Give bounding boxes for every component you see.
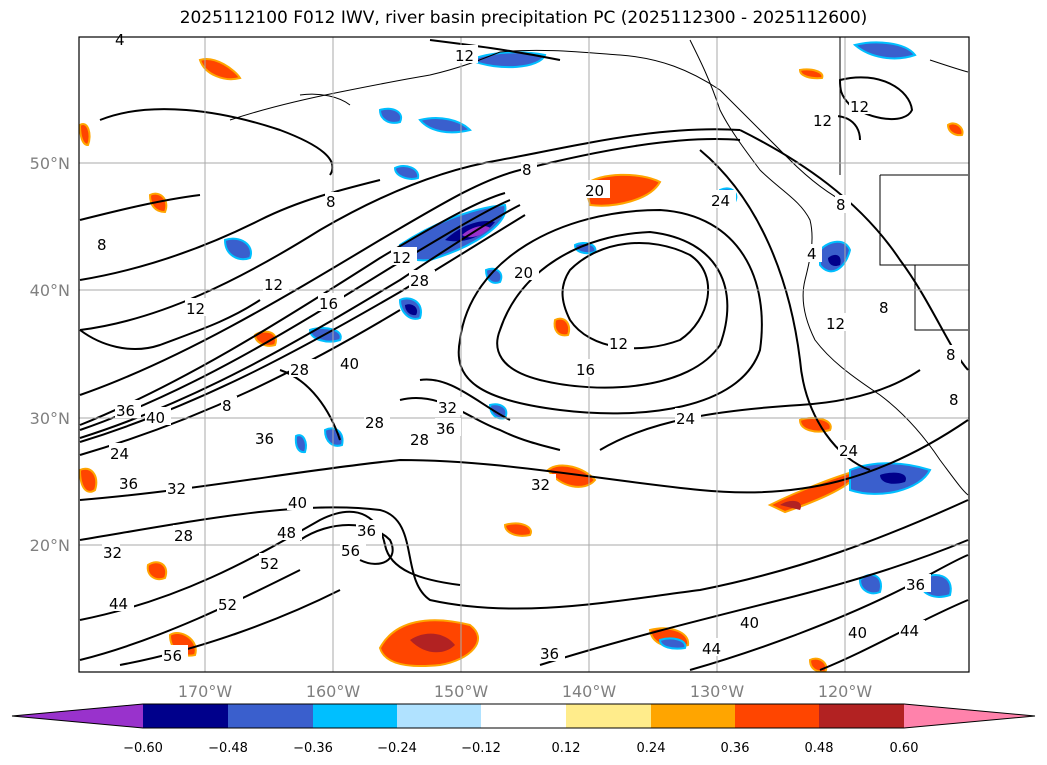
colorbar-extend-high [904,704,1035,728]
contour-label: 28 [410,272,429,290]
contour-label: 24 [839,442,858,460]
lon-label-160w: 160°W [306,682,361,701]
colorbar-tick-label: 0.12 [552,741,581,756]
contour-label: 12 [186,300,205,318]
colorbar-segment [566,704,651,728]
contour-label: 4 [807,245,817,263]
contour-label: 8 [836,196,846,214]
contour-label: 8 [949,391,959,409]
contour-label: 52 [218,596,237,614]
colorbar-tick-label: −0.60 [123,741,163,756]
contour-label: 32 [167,480,186,498]
plot-frame [78,36,970,673]
lat-label-40n: 40°N [30,281,70,300]
colorbar-segment [819,704,904,728]
contour-label: 16 [319,295,338,313]
contour-label: 32 [531,476,550,494]
contour-label: 12 [813,112,832,130]
contour-label: 28 [410,431,429,449]
contour-label: 12 [264,276,283,294]
contour-label: 8 [326,193,336,211]
lon-label-120w: 120°W [818,682,873,701]
contour-label: 36 [119,475,138,493]
contour-label: 12 [455,47,474,65]
colorbar-outline [11,703,1036,729]
colorbar-tick-label: 0.36 [721,741,750,756]
contour-label: 24 [110,445,129,463]
contour-label: 28 [365,414,384,432]
contour-label: 40 [146,409,165,427]
lat-label-30n: 30°N [30,409,70,428]
colorbar-tick-label: 0.48 [805,741,834,756]
contour-label: 8 [879,299,889,317]
lon-label-170w: 170°W [178,682,233,701]
contour-label: 40 [288,494,307,512]
contour-label: 36 [540,645,559,663]
contour-label: 52 [260,555,279,573]
contour-label: 48 [277,524,296,542]
colorbar: −0.60 −0.48 −0.36 −0.24 −0.12 0.12 0.24 … [11,703,1036,756]
contour-label: 8 [522,161,532,179]
contour-label: 36 [357,522,376,540]
colorbar-segment [228,704,313,728]
lat-label-50n: 50°N [30,154,70,173]
contour-label: 36 [436,420,455,438]
colorbar-segment [651,704,735,728]
colorbar-segment [481,704,566,728]
colorbar-tick-label: −0.36 [293,741,333,756]
contour-label: 12 [609,335,628,353]
contour-label: 12 [826,315,845,333]
contour-label: 40 [340,355,359,373]
colorbar-tick-label: 0.24 [637,741,666,756]
contour-label: 16 [576,361,595,379]
contour-label: 32 [103,544,122,562]
contour-label: 8 [222,397,232,415]
contour-label: 36 [116,402,135,420]
contour-label: 44 [702,640,721,658]
contour-label: 28 [290,361,309,379]
contour-label: 12 [392,249,411,267]
colorbar-segment [143,704,228,728]
chart-title: 2025112100 F012 IWV, river basin precipi… [179,8,868,28]
contour-label: 28 [174,527,193,545]
lon-label-130w: 130°W [690,682,745,701]
contour-label: 12 [850,98,869,116]
lon-label-150w: 150°W [434,682,489,701]
contour-label: 36 [255,430,274,448]
contour-label: 8 [946,346,956,364]
contour-label: 24 [711,192,730,210]
contour-label: 32 [438,399,457,417]
contour-label: 20 [585,182,604,200]
contour-label: 56 [341,542,360,560]
contour-label: 36 [906,576,925,594]
colorbar-extend-low [12,704,143,728]
colorbar-tick-label: 0.60 [890,741,919,756]
contour-label: 40 [848,624,867,642]
colorbar-tick-label: −0.12 [461,741,501,756]
iwv-contours [79,39,969,671]
lat-label-20n: 20°N [30,536,70,555]
colorbar-tick-label: −0.24 [377,741,417,756]
colorbar-segment [735,704,819,728]
longitude-labels: 170°W 160°W 150°W 140°W 130°W 120°W [178,682,873,701]
colorbar-segment [397,704,481,728]
contour-label: 24 [676,410,695,428]
contour-label: 20 [514,264,533,282]
contour-label: 44 [900,622,919,640]
lon-label-140w: 140°W [562,682,617,701]
contour-label: 8 [97,236,107,254]
contour-label: 4 [115,31,125,49]
coastlines [229,37,969,496]
latitude-labels: 50°N 40°N 30°N 20°N [30,154,70,555]
contour-label: 40 [740,614,759,632]
contour-labels: 4 12 8 8 8 12 20 24 12 12 12 28 20 12 16… [96,28,964,665]
contour-label: 44 [109,595,128,613]
colorbar-tick-label: −0.48 [208,741,248,756]
contour-label: 56 [163,647,182,665]
colorbar-segment [313,704,397,728]
